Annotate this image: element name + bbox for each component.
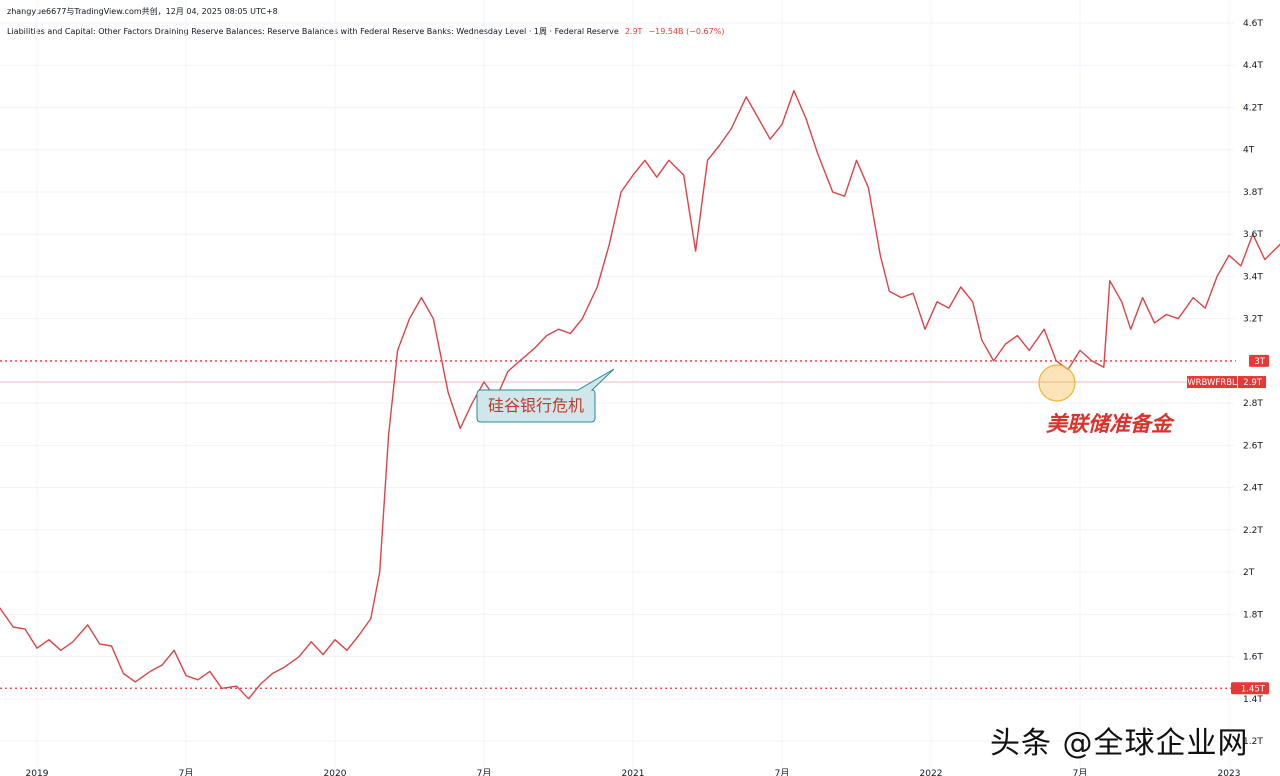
series-line — [0, 89, 1280, 700]
level-lines — [0, 360, 1236, 689]
series-last-value: 2.9T — [624, 27, 643, 36]
y-axis: 4.6T 4.4T 4.2T 4T 3.8T 3.6T 3.4T 3.2T 2.8T 2.6T 2.… — [1243, 19, 1263, 747]
last-value-badge — [1238, 376, 1266, 389]
svb-crisis-callout: 硅谷银行危机 — [476, 368, 615, 423]
y-tick-label: 3.6T — [1243, 230, 1263, 240]
x-tick-label: 2020 — [324, 769, 347, 776]
y-tick-label: 1.4T — [1243, 695, 1263, 705]
attribution-text: zhangyue6677与TradingView.com共创，12月 04, 2… — [7, 7, 278, 16]
level-badge — [1249, 354, 1269, 367]
y-tick-label: 2T — [1243, 568, 1255, 578]
series-title: Liabilities and Capital: Other Factors D… — [7, 26, 724, 37]
fed-reserves-label: 美联储准备金 — [1046, 412, 1175, 436]
x-axis: 20197月20207月20217月20227月20237月20247月2025… — [26, 768, 1241, 776]
y-tick-label: 4.2T — [1243, 103, 1263, 113]
price-badges: 3T 1.45T WRBWFRBL 2.9T — [1187, 354, 1269, 695]
y-tick-label: 4.4T — [1243, 61, 1263, 71]
y-tick-label: 3.4T — [1243, 272, 1263, 282]
last-value-badge-label: 2.9T — [1243, 378, 1263, 388]
level-badge-label: 1.45T — [1241, 684, 1266, 694]
y-tick-label: 4.6T — [1243, 19, 1263, 29]
y-tick-label: 4T — [1243, 146, 1255, 156]
series-title-text: Liabilities and Capital: Other Factors D… — [7, 27, 619, 36]
current-value-highlight — [1038, 364, 1076, 402]
level-badge-label: 3T — [1254, 357, 1265, 367]
svb-crisis-label: 硅谷银行危机 — [488, 396, 584, 415]
series-change: −19.54B (−0.67%) — [648, 27, 725, 36]
x-tick-label: 2021 — [622, 769, 645, 776]
x-tick-label: 7月 — [477, 768, 492, 776]
y-tick-label: 1.8T — [1243, 610, 1263, 620]
y-tick-label: 2.4T — [1243, 484, 1263, 494]
y-tick-label: 3.2T — [1243, 315, 1263, 325]
ticker-badge — [1187, 376, 1237, 389]
watermark-text: 头条 @全球企业网 — [990, 726, 1249, 761]
x-tick-label: 2022 — [920, 769, 943, 776]
x-tick-label: 7月 — [179, 768, 194, 776]
y-tick-label: 2.6T — [1243, 441, 1263, 451]
y-tick-label: 3.8T — [1243, 188, 1263, 198]
callout-bubble — [476, 368, 615, 423]
x-tick-label: 7月 — [1073, 768, 1088, 776]
x-tick-label: 7月 — [775, 768, 790, 776]
y-tick-label: 1.2T — [1243, 737, 1263, 747]
ticker-badge-label: WRBWFRBL — [1187, 378, 1237, 388]
y-tick-label: 2.2T — [1243, 526, 1263, 536]
x-tick-label: 2023 — [1218, 769, 1241, 776]
y-tick-label: 2.8T — [1243, 399, 1263, 409]
y-tick-label: 1.6T — [1243, 653, 1263, 663]
series-lines — [0, 89, 1280, 700]
x-tick-label: 2019 — [26, 769, 49, 776]
level-badge — [1231, 682, 1269, 695]
